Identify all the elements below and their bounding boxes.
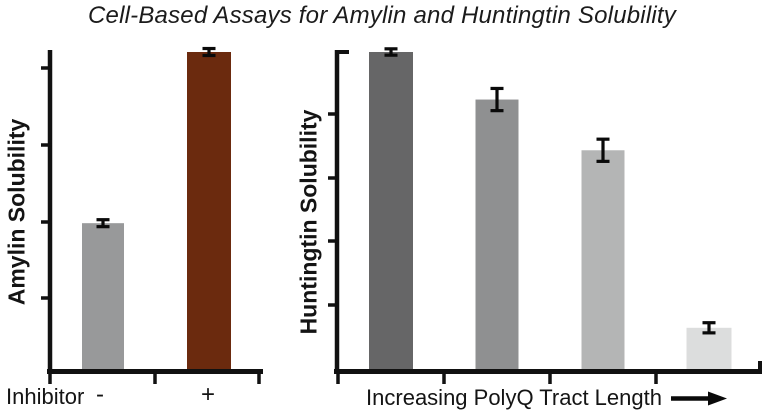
huntingtin-bar-polyq-1 [369,52,413,371]
figure-title: Cell-Based Assays for Amylin and Hunting… [88,2,676,29]
category-label-plus: + [200,381,216,408]
amylin-x-axis-label: Inhibitor [6,384,85,409]
huntingtin-x-axis-label: Increasing PolyQ Tract Length [366,385,662,410]
amylin-bar-plus-inhibitor [187,52,231,371]
arrow-right-icon [671,391,727,406]
category-label-minus: - [96,381,104,408]
huntingtin-bar-polyq-2 [475,99,519,372]
amylin-bar-minus-inhibitor [82,223,124,371]
huntingtin-bar-polyq-3 [581,150,625,371]
huntingtin-bar-polyq-4 [686,327,732,371]
arrow-head [708,391,727,406]
